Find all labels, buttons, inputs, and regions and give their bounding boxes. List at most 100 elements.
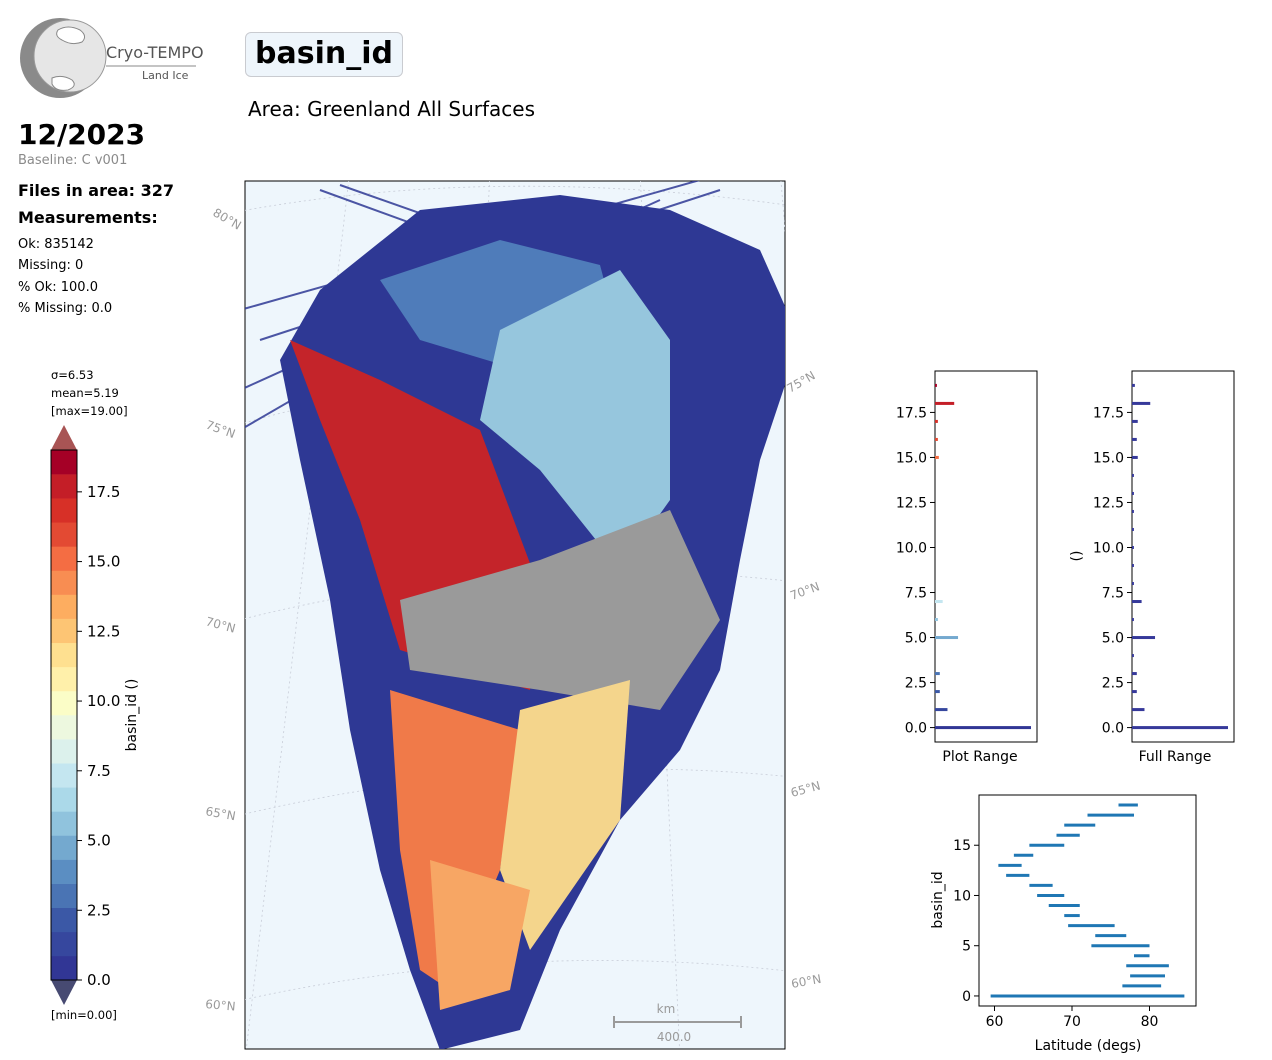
histogram-bar <box>1132 600 1142 604</box>
colorbar-band <box>51 715 77 740</box>
scale-bar-unit: km <box>657 1002 676 1016</box>
colorbar-tick-label: 2.5 <box>87 901 111 919</box>
histogram-bar <box>935 401 955 405</box>
histogram-ytick-label: 0.0 <box>1102 721 1124 737</box>
histogram-ytick-label: 12.5 <box>896 495 927 511</box>
scale-bar: km 400.0 <box>613 1002 742 1044</box>
colorbar-band <box>51 931 77 957</box>
histogram-bar <box>935 636 959 640</box>
histogram-bar <box>1132 509 1134 513</box>
lat-label-right-70: 70°N <box>788 579 821 603</box>
lat-chart-ytick-label: 0 <box>962 989 971 1005</box>
histogram-bar <box>935 437 938 441</box>
lat-chart-ytick-label: 5 <box>962 939 971 955</box>
colorbar: 0.0 2.5 5.0 7.5 10.0 12.5 15.0 17.5 basin_id () <box>50 425 140 1005</box>
histogram-bar <box>935 600 943 604</box>
histogram-bar <box>1132 437 1137 441</box>
period: 12/2023 <box>18 118 146 151</box>
histogram-bar <box>1132 491 1134 495</box>
histogram-bar <box>1132 545 1134 549</box>
basin-region-orange <box>390 690 520 990</box>
histogram-ytick-label: 7.5 <box>1102 586 1124 602</box>
lat-chart-ytick-label: 15 <box>953 838 971 854</box>
colorbar-over-arrow <box>51 425 77 450</box>
colorbar-under-arrow <box>51 980 77 1005</box>
lat-label-right-65: 65°N <box>789 779 822 800</box>
histogram-ytick-label: 5.0 <box>1102 631 1124 647</box>
histogram-bar <box>935 690 940 694</box>
histogram-ytick-label: 10.0 <box>896 540 927 556</box>
logo-name: Cryo-TEMPO <box>106 43 203 62</box>
colorbar-label: basin_id () <box>124 679 140 752</box>
cryo-tempo-logo: Cryo-TEMPO Land Ice <box>20 18 203 98</box>
histogram-bar <box>935 419 938 423</box>
colorbar-sigma: σ=6.53 <box>51 368 94 382</box>
colorbar-band <box>51 859 77 884</box>
colorbar-tick-label: 10.0 <box>87 692 120 710</box>
colorbar-band <box>51 739 77 764</box>
colorbar-min: [min=0.00] <box>51 1008 117 1022</box>
lat-chart-ytick-label: 10 <box>953 888 971 904</box>
basin-region-lightblue <box>480 270 670 570</box>
colorbar-band <box>51 955 77 981</box>
histogram-ytick-label: 7.5 <box>905 586 927 602</box>
area-subtitle: Area: Greenland All Surfaces <box>248 97 535 121</box>
histogram-ytick-label: 17.5 <box>1093 405 1124 421</box>
measurements-title: Measurements: <box>18 208 158 227</box>
hist2-xlabel: Full Range <box>1139 749 1212 765</box>
histogram-bar <box>935 455 939 459</box>
lat-label-80: 80°N <box>211 205 244 232</box>
basin-region-gray <box>400 510 720 710</box>
histogram-bar <box>1132 672 1137 676</box>
histogram-bar <box>1132 582 1134 586</box>
lat-label-right-75: 75°N <box>785 368 818 395</box>
histogram-bar <box>935 618 938 622</box>
colorbar-band <box>51 474 77 499</box>
colorbar-stats: σ=6.53 mean=5.19 [max=19.00] <box>51 366 128 420</box>
colorbar-tick-label: 17.5 <box>87 483 120 501</box>
colorbar-band <box>51 594 77 619</box>
histogram-bar <box>1132 401 1151 405</box>
colorbar-tick-label: 15.0 <box>87 553 120 571</box>
histogram-ytick-label: 15.0 <box>1093 450 1124 466</box>
colorbar-band <box>51 522 77 547</box>
colorbar-mean: mean=5.19 <box>51 386 119 400</box>
page-title: basin_id <box>245 32 403 77</box>
histogram-plot-range: 0.0 2.5 5.0 7.5 10.0 12.5 15.0 17.5 Plot Range <box>896 370 1038 765</box>
histogram-bar <box>1132 690 1137 694</box>
histogram-bar <box>935 726 1031 730</box>
colorbar-band <box>51 498 77 523</box>
histogram-bar <box>1132 618 1134 622</box>
histogram-ytick-label: 17.5 <box>896 405 927 421</box>
histogram-ytick-label: 5.0 <box>905 631 927 647</box>
histogram-bar <box>1132 708 1145 712</box>
histogram-bar <box>1132 726 1228 730</box>
colorbar-band <box>51 883 77 909</box>
colorbar-band <box>51 811 77 836</box>
stat-ok: Ok: 835142 <box>18 237 94 252</box>
colorbar-band <box>51 763 77 788</box>
histogram-bar <box>935 708 948 712</box>
basin-region-yellow <box>500 680 630 950</box>
colorbar-band <box>51 835 77 860</box>
latitude-range-chart: 60 70 80 0 5 10 15 Latitude (degs) basin_id <box>930 794 1197 1054</box>
histogram-ytick-label: 15.0 <box>896 450 927 466</box>
colorbar-tick-label: 12.5 <box>87 622 120 640</box>
colorbar-band <box>51 787 77 812</box>
colorbar-band <box>51 570 77 595</box>
histogram-ytick-label: 2.5 <box>1102 676 1124 692</box>
histogram-bar <box>1132 419 1138 423</box>
lat-chart-ylabel: basin_id <box>930 871 946 928</box>
colorbar-band <box>51 618 77 644</box>
histogram-ytick-label: 2.5 <box>905 676 927 692</box>
histogram-bar <box>1132 455 1138 459</box>
lat-chart-xtick-label: 70 <box>1063 1014 1081 1030</box>
histogram-ytick-label: 12.5 <box>1093 495 1124 511</box>
histogram-bar <box>935 672 940 676</box>
colorbar-band <box>51 546 77 571</box>
greenland-map: 80°N 75°N 70°N 65°N 60°N 75°N 70°N 65°N … <box>204 180 822 1050</box>
lat-chart-xtick-label: 60 <box>986 1014 1004 1030</box>
colorbar-band <box>51 450 77 475</box>
colorbar-max: [max=19.00] <box>51 404 128 418</box>
histogram-bar <box>1132 654 1134 658</box>
